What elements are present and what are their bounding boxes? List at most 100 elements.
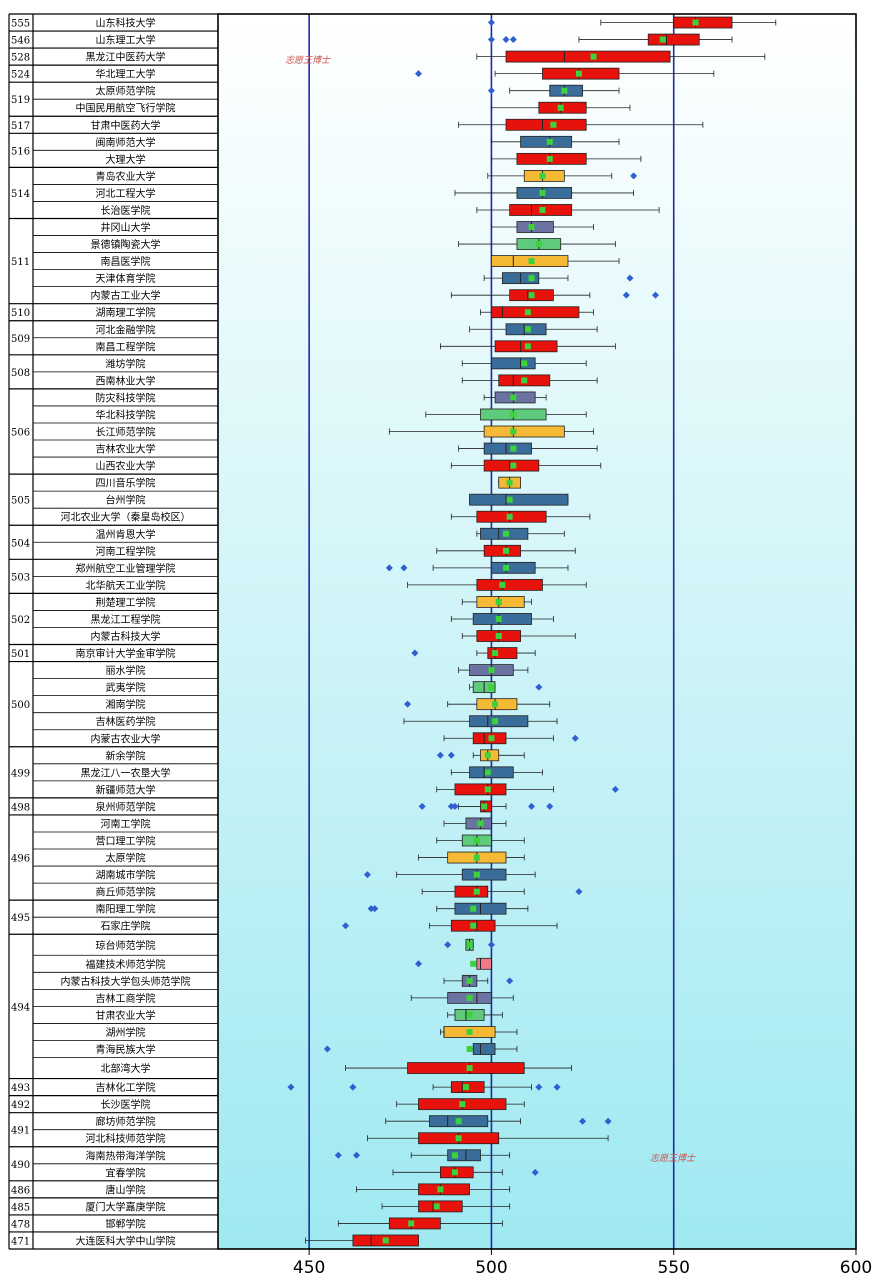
mean-marker [510,394,517,401]
outlier-point [487,941,495,949]
box-plot [323,1043,518,1055]
school-label: 长沙医学院 [101,1098,151,1111]
box-plot [491,221,594,233]
box-iqr [505,118,587,131]
school-label: 荆楚理工学院 [96,596,156,609]
score-label: 510 [11,308,30,319]
mean-marker [470,905,477,912]
box-plot [287,1081,561,1094]
score-label: 517 [11,121,30,132]
mean-marker [524,343,531,350]
box-plot [476,50,766,63]
box-plot [461,374,598,387]
box-plot [418,800,554,813]
school-label: 营口理工学院 [96,835,156,848]
outlier-point [626,274,634,282]
outlier-point [411,649,419,657]
school-label: 长治医学院 [101,204,151,217]
mean-marker [510,428,517,435]
school-label: 青岛农业大学 [96,170,156,183]
box-plot [476,527,565,540]
box-plot [415,957,492,970]
outlier-point [342,922,350,930]
mean-marker [561,87,568,94]
score-label: 485 [11,1202,30,1213]
school-label: 琼台师范学院 [96,939,156,952]
score-label: 501 [11,649,30,660]
school-label: 福建技术师范学院 [86,958,166,971]
mean-marker [550,121,557,128]
school-label: 山西农业大学 [96,460,156,473]
box-plot [404,698,551,711]
outlier-point [630,172,638,180]
school-label: 黑龙江工程学院 [91,613,161,626]
mean-marker [492,718,499,725]
mean-marker [451,1152,458,1159]
score-label: 528 [11,53,30,64]
box-plot [491,152,642,165]
score-label: 504 [11,538,30,549]
score-label: 486 [11,1185,30,1196]
mean-marker [492,701,499,708]
box-plot [425,408,587,421]
score-label: 500 [11,700,30,711]
box-plot [487,169,638,182]
box-iqr [516,221,554,233]
mean-marker [495,598,502,605]
outlier-point [334,1151,342,1159]
school-label: 山东科技大学 [96,17,156,30]
school-label: 大连医科大学中山学院 [76,1234,176,1247]
box-iqr [520,135,573,148]
box-plot [363,868,536,881]
box-plot [450,766,543,779]
outlier-point [528,802,536,810]
mean-marker [473,854,480,861]
mean-marker [492,650,499,657]
boxes [287,16,777,1247]
outlier-point [404,700,412,708]
box-plot [388,425,594,438]
outlier-point [531,1168,539,1176]
box-iqr [407,1062,525,1074]
box-plot [491,101,631,114]
box-plot [418,851,525,864]
box-plot [476,204,660,216]
outlier-point [415,960,423,968]
box-plot [469,681,543,694]
watermark-bottom: 志愿王博士 [650,1153,696,1164]
outlier-point [447,751,455,759]
school-label: 厦门大学嘉庚学院 [86,1200,166,1213]
mean-marker [455,1118,462,1125]
box-iqr [487,647,518,659]
box-plot [356,1183,511,1196]
mean-marker [466,1065,473,1072]
box-plot [461,357,587,370]
mean-marker [470,960,477,967]
box-plot [450,613,554,625]
score-label: 492 [11,1100,30,1111]
outlier-point [353,1151,361,1159]
mean-marker [528,258,535,265]
school-label: 吉林农业大学 [96,443,156,456]
mean-marker [524,326,531,333]
school-label: 潍坊学院 [106,357,146,370]
box-plot [421,885,583,898]
school-label: 河南工程学院 [96,545,156,558]
box-plot [454,187,635,199]
school-label: 南昌医学院 [101,255,151,268]
x-tick-label: 600 [840,1258,872,1278]
box-plot [439,340,616,353]
school-label: 山东理工大学 [96,34,156,47]
box-plot [469,323,598,336]
mean-marker [539,206,546,213]
school-label: 湘南学院 [106,698,146,711]
outlier-point [418,802,426,810]
box-iqr [469,715,529,728]
box-plot [487,33,733,46]
mean-marker [382,1237,389,1244]
mean-marker [503,564,510,571]
box-plot [443,732,579,745]
mean-marker [575,70,582,77]
outlier-point [622,291,630,299]
outlier-point [436,751,444,759]
